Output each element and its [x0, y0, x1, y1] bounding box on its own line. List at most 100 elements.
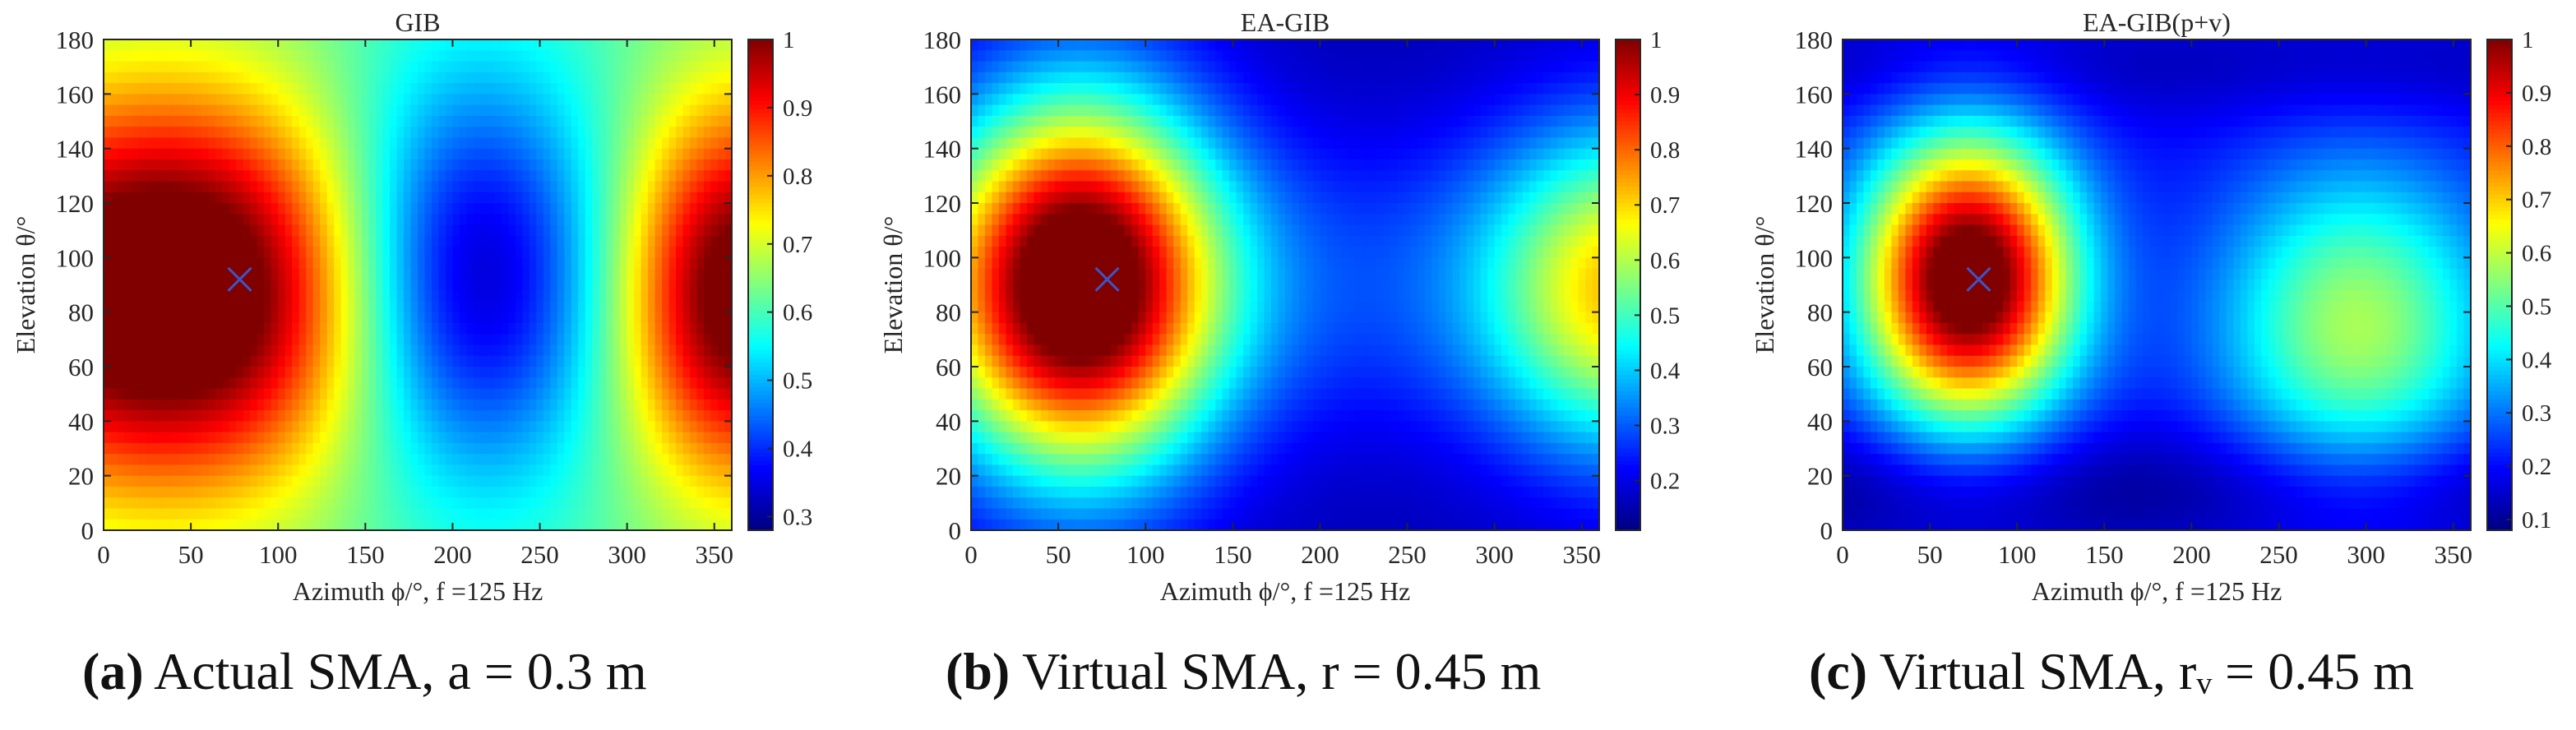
heatmap-cell [992, 334, 1000, 346]
heatmap-cell [1012, 61, 1021, 73]
heatmap-cell [278, 94, 286, 106]
heatmap-cell [710, 94, 719, 106]
heatmap-cell [564, 148, 572, 160]
heatmap-cell [522, 39, 530, 51]
heatmap-cell [571, 486, 579, 498]
heatmap-cell [473, 50, 481, 62]
heatmap-cell [320, 312, 328, 324]
heatmap-cell [564, 39, 572, 51]
heatmap-cell [1006, 377, 1014, 390]
heatmap-cell [431, 39, 440, 51]
heatmap-cell [271, 94, 279, 106]
heatmap-cell [236, 301, 244, 313]
heatmap-cell [201, 247, 209, 258]
heatmap-cell [145, 203, 154, 215]
heatmap-cell [298, 355, 307, 367]
heatmap-cell [382, 377, 391, 390]
heatmap-cell [1034, 432, 1042, 444]
heatmap-cell [522, 192, 530, 204]
heatmap-cell [1006, 301, 1014, 313]
heatmap-cell [194, 367, 202, 378]
heatmap-cell [229, 497, 237, 510]
heatmap-cell [634, 203, 642, 215]
heatmap-cell [648, 115, 656, 127]
heatmap-cell [662, 519, 670, 531]
heatmap-cell [557, 39, 565, 51]
heatmap-cell [710, 268, 719, 280]
heatmap-cell [599, 486, 607, 498]
heatmap-cell [592, 355, 600, 367]
heatmap-cell [634, 432, 642, 444]
heatmap-cell [466, 203, 474, 215]
heatmap-cell [710, 235, 719, 247]
heatmap-cell [529, 159, 537, 171]
heatmap-cell [1006, 399, 1014, 411]
heatmap-cell [466, 137, 474, 150]
heatmap-cell [620, 432, 628, 444]
heatmap-cell [334, 72, 342, 84]
heatmap-cell [599, 355, 607, 367]
heatmap-cell [117, 61, 126, 73]
heatmap-cell [494, 377, 502, 390]
heatmap-cell [473, 464, 481, 477]
heatmap-cell [243, 159, 251, 171]
heatmap-cell [564, 399, 572, 411]
heatmap-cell [654, 334, 663, 346]
heatmap-cell [117, 388, 126, 400]
heatmap-cell [173, 235, 181, 247]
heatmap-cell [971, 377, 979, 390]
heatmap-cell [676, 203, 684, 215]
heatmap-cell [229, 442, 237, 455]
heatmap-cell [312, 115, 321, 127]
colorbar-tick-label: 1 [783, 27, 795, 53]
heatmap-cell [690, 203, 698, 215]
heatmap-cell [501, 192, 509, 204]
heatmap-cell [152, 192, 160, 204]
heatmap-cell [243, 367, 251, 378]
heatmap-cell [145, 432, 154, 444]
heatmap-cell [152, 290, 160, 302]
heatmap-cell [978, 355, 986, 367]
heatmap-cell [173, 290, 181, 302]
heatmap-cell [284, 39, 293, 51]
heatmap-cell [473, 508, 481, 520]
heatmap-cell [676, 454, 684, 465]
heatmap-cell [1006, 214, 1014, 226]
heatmap-cell [1006, 497, 1014, 510]
heatmap-cell [508, 322, 516, 335]
heatmap-cell [473, 399, 481, 411]
heatmap-cell [508, 268, 516, 280]
heatmap-cell [194, 83, 202, 95]
heatmap-cell [104, 127, 112, 138]
heatmap-cell [243, 224, 251, 237]
heatmap-cell [564, 192, 572, 204]
heatmap-cell [978, 442, 986, 455]
heatmap-cell [654, 421, 663, 433]
heatmap-cell [718, 170, 726, 182]
heatmap-cell [494, 257, 502, 270]
heatmap-cell [152, 421, 160, 433]
heatmap-cell [654, 442, 663, 455]
heatmap-cell [613, 312, 621, 324]
heatmap-cell [696, 268, 705, 280]
heatmap-cell [117, 39, 126, 51]
heatmap-cell [690, 170, 698, 182]
heatmap-cell [971, 257, 979, 270]
heatmap-cell [992, 257, 1000, 270]
heatmap-cell [690, 519, 698, 531]
heatmap-cell [117, 94, 126, 106]
heatmap-cell [690, 497, 698, 510]
heatmap-cell [306, 224, 314, 237]
heatmap-cell [676, 181, 684, 193]
heatmap-cell [298, 344, 307, 357]
heatmap-cell [550, 497, 558, 510]
heatmap-cell [117, 181, 126, 193]
heatmap-cell [306, 377, 314, 390]
heatmap-cell [564, 334, 572, 346]
colorbar-segment [748, 415, 773, 421]
colorbar-segment [748, 63, 773, 69]
heatmap-cell [334, 432, 342, 444]
heatmap-cell [320, 290, 328, 302]
heatmap-cell [710, 203, 719, 215]
heatmap-cell [634, 486, 642, 498]
